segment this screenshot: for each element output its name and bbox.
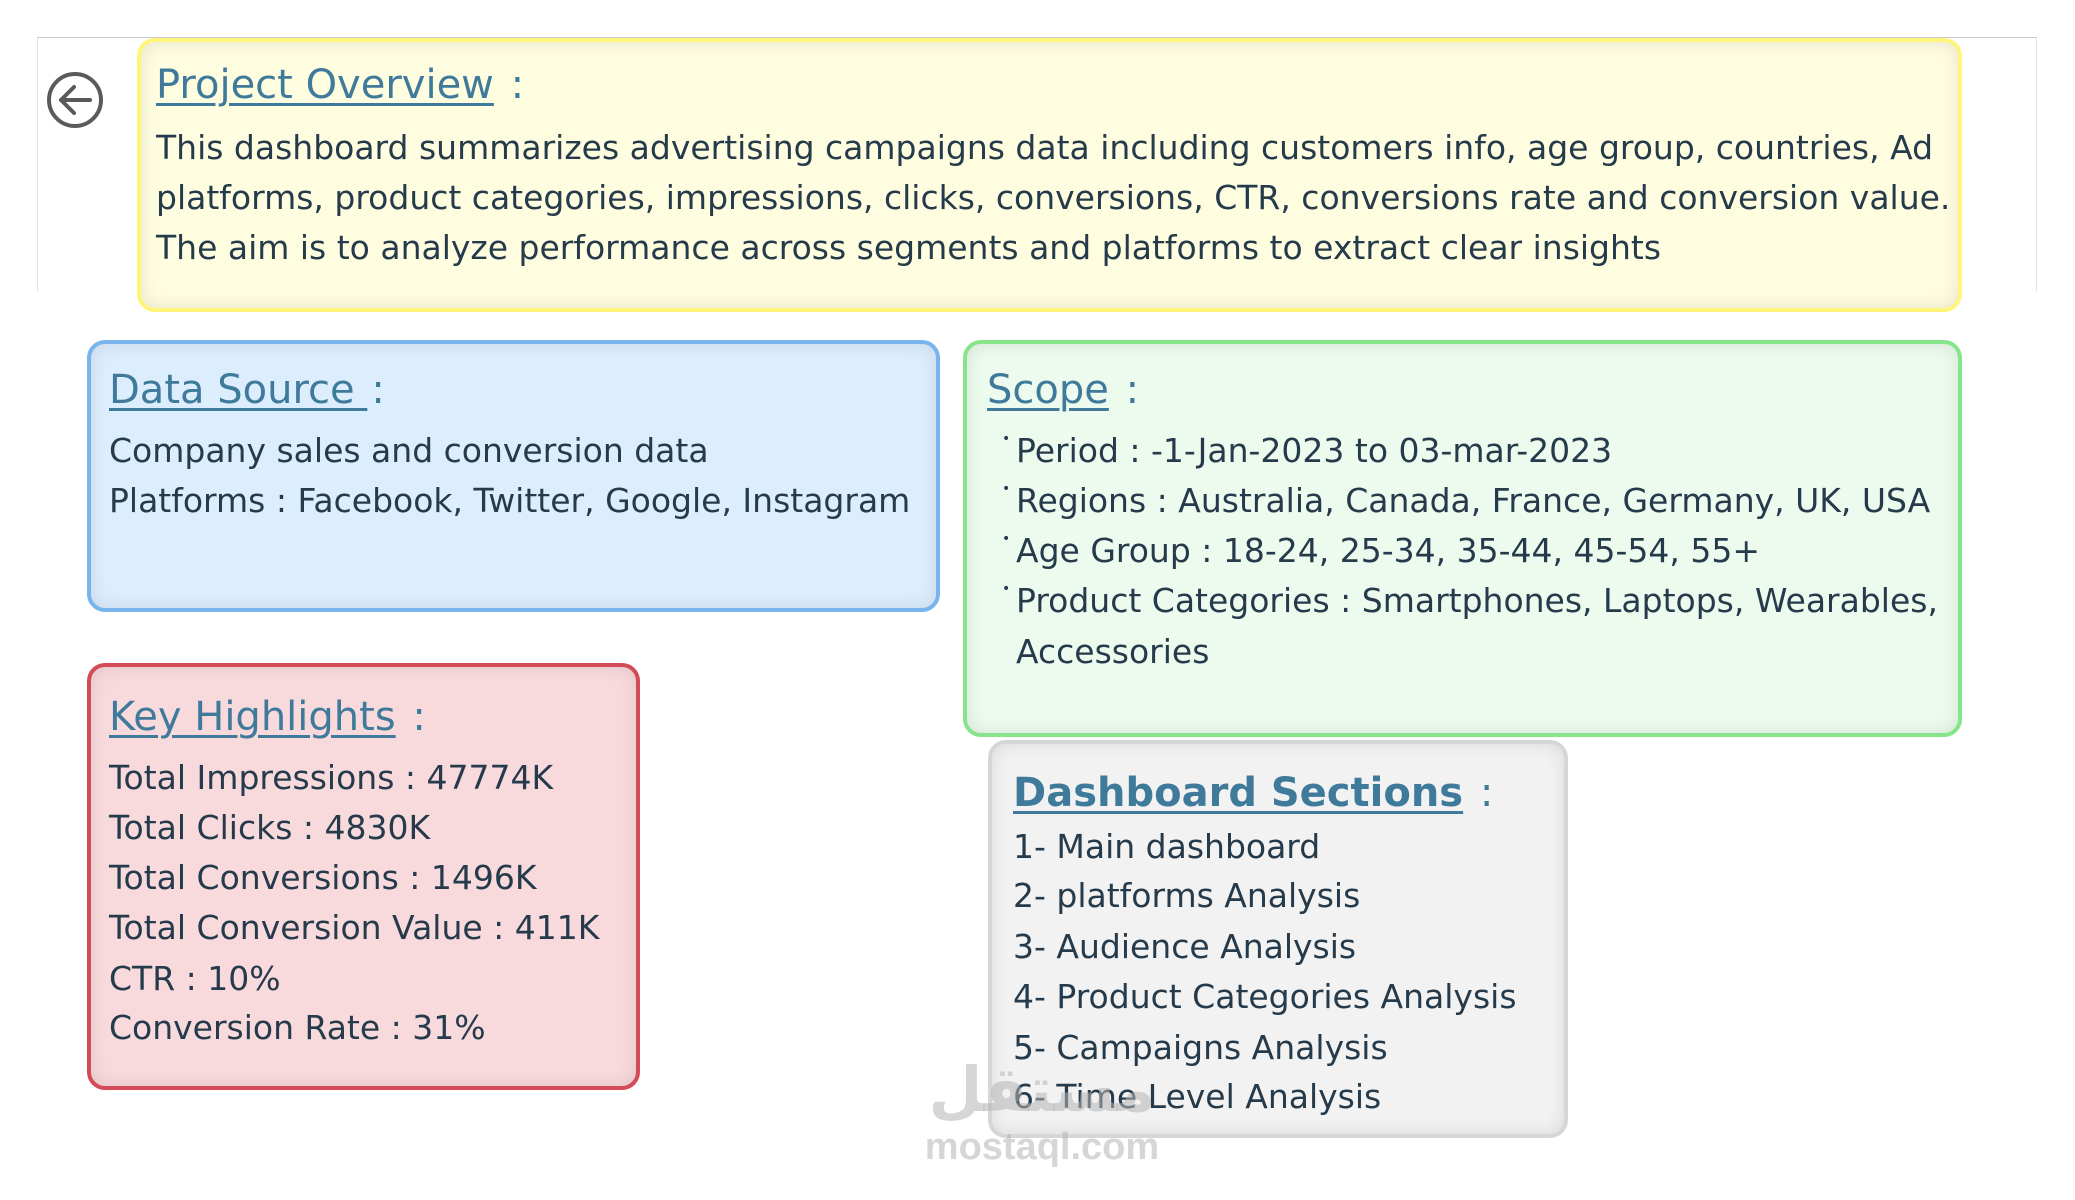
key-highlights-heading: Key Highlights :: [109, 692, 426, 742]
project-overview-title: Project Overview: [156, 62, 494, 108]
project-overview-heading: Project Overview :: [156, 60, 524, 110]
data-source-line: Company sales and conversion data: [109, 431, 709, 470]
overview-line: The aim is to analyze performance across…: [156, 228, 1662, 267]
highlight-item: CTR : 10%: [109, 959, 281, 998]
scope-item: Age Group : 18-24, 25-34, 35-44, 45-54, …: [1016, 531, 1760, 570]
section-link-audience-analysis[interactable]: 3- Audience Analysis: [1013, 927, 1357, 966]
highlight-item: Total Conversion Value : 411K: [109, 908, 600, 947]
scope-heading: Scope :: [987, 365, 1139, 415]
scope-item-continuation: Accessories: [1016, 632, 1210, 671]
scope-card: [963, 340, 1962, 737]
bullet-icon: •: [1002, 531, 1011, 547]
circle-arrow-left-icon: [47, 72, 103, 128]
section-link-product-categories-analysis[interactable]: 4- Product Categories Analysis: [1013, 977, 1517, 1016]
dashboard-sections-title: Dashboard Sections: [1013, 770, 1464, 816]
section-link-main-dashboard[interactable]: 1- Main dashboard: [1013, 827, 1321, 866]
heading-colon: :: [412, 694, 426, 740]
page-frame: [37, 37, 2037, 292]
heading-colon: :: [510, 62, 525, 108]
highlight-item: Total Impressions : 47774K: [109, 758, 554, 797]
data-source-heading: Data Source :: [109, 365, 385, 415]
dashboard-sections-heading: Dashboard Sections :: [1013, 768, 1493, 818]
section-link-time-level-analysis[interactable]: 6- Time Level Analysis: [1013, 1077, 1382, 1116]
heading-colon: :: [1479, 770, 1494, 816]
data-source-card: [87, 340, 940, 612]
section-link-platforms-analysis[interactable]: 2- platforms Analysis: [1013, 876, 1361, 915]
key-highlights-title: Key Highlights: [109, 694, 396, 740]
scope-item: Regions : Australia, Canada, France, Ger…: [1016, 481, 1931, 520]
highlight-item: Total Conversions : 1496K: [109, 858, 537, 897]
bullet-icon: •: [1002, 481, 1011, 497]
bullet-icon: •: [1002, 431, 1011, 447]
highlight-item: Total Clicks : 4830K: [109, 808, 431, 847]
project-overview-card: [137, 38, 1962, 312]
highlight-item: Conversion Rate : 31%: [109, 1008, 486, 1047]
scope-item: Product Categories : Smartphones, Laptop…: [1016, 581, 1938, 620]
section-link-campaigns-analysis[interactable]: 5- Campaigns Analysis: [1013, 1028, 1388, 1067]
back-button[interactable]: [45, 70, 105, 130]
overview-line: platforms, product categories, impressio…: [156, 178, 1951, 217]
heading-colon: :: [1125, 367, 1140, 413]
data-source-title: Data Source: [109, 367, 368, 413]
overview-line: This dashboard summarizes advertising ca…: [156, 128, 1934, 167]
data-source-line: Platforms : Facebook, Twitter, Google, I…: [109, 481, 911, 520]
key-highlights-card: [87, 663, 640, 1090]
bullet-icon: •: [1002, 581, 1011, 597]
scope-title: Scope: [987, 367, 1109, 413]
dashboard-sections-card: [988, 740, 1568, 1138]
heading-colon: :: [371, 367, 385, 413]
scope-item: Period : -1-Jan-2023 to 03-mar-2023: [1016, 431, 1613, 470]
